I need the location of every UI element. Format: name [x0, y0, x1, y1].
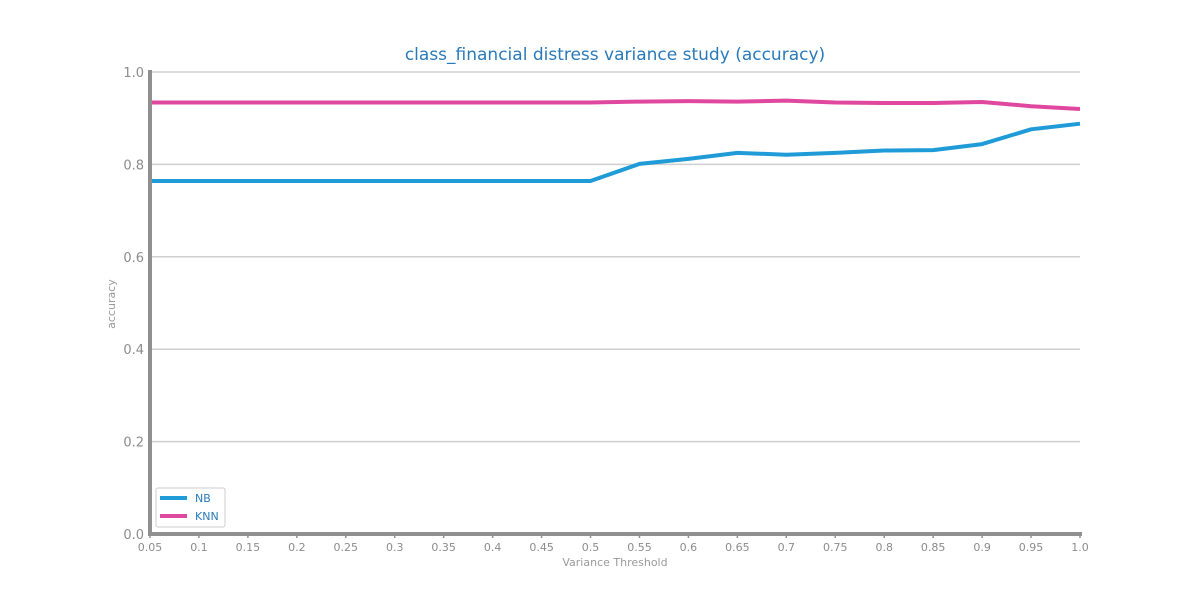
- legend: NB KNN: [155, 487, 226, 528]
- x-tick-label: 0.9: [973, 541, 991, 554]
- y-axis-label: accuracy: [105, 279, 118, 329]
- x-tick-label: 0.65: [725, 541, 750, 554]
- x-tick-label: 0.2: [288, 541, 306, 554]
- x-tick-label: 0.55: [627, 541, 652, 554]
- chart-title: class_financial distress variance study …: [405, 45, 825, 65]
- series-line-nb: [150, 121, 1081, 183]
- x-tick-label: 0.1: [190, 541, 208, 554]
- y-tick-labels: 0.0 0.2 0.4 0.6 0.8 1.0: [123, 66, 144, 543]
- series-line-knn: [150, 98, 1081, 111]
- y-tick-label: 0.6: [123, 251, 144, 266]
- grid: [150, 71, 1080, 443]
- x-tick-label: 0.35: [431, 541, 456, 554]
- legend-label-nb: NB: [195, 492, 211, 505]
- x-tick-label: 0.25: [334, 541, 359, 554]
- x-tick-label: 0.3: [386, 541, 404, 554]
- x-tick-label: 0.45: [529, 541, 554, 554]
- y-tick-label: 0.8: [123, 158, 144, 173]
- x-tick-label: 0.7: [778, 541, 796, 554]
- x-tick-labels: 0.05 0.1 0.15 0.2 0.25 0.3 0.35 0.4 0.45 0.5 0.55 0…: [138, 541, 1089, 554]
- x-tick-label: 0.5: [582, 541, 600, 554]
- x-tick-label: 0.15: [236, 541, 261, 554]
- x-tick-label: 0.8: [875, 541, 893, 554]
- y-tick-label: 0.4: [123, 343, 144, 358]
- x-axis-label: Variance Threshold: [562, 556, 667, 569]
- y-tick-label: 0.0: [123, 528, 144, 543]
- x-tick-label: 0.6: [680, 541, 698, 554]
- x-tick-label: 0.75: [823, 541, 848, 554]
- y-tick-label: 1.0: [123, 66, 144, 81]
- legend-label-knn: KNN: [195, 510, 219, 523]
- axes: [148, 70, 1082, 538]
- x-tick-label: 0.05: [138, 541, 163, 554]
- x-tick-label: 1.0: [1071, 541, 1089, 554]
- x-tick-label: 0.95: [1019, 541, 1044, 554]
- x-tick-label: 0.4: [484, 541, 502, 554]
- y-tick-label: 0.2: [123, 436, 144, 451]
- x-tick-label: 0.85: [921, 541, 946, 554]
- series-lines: [150, 98, 1081, 183]
